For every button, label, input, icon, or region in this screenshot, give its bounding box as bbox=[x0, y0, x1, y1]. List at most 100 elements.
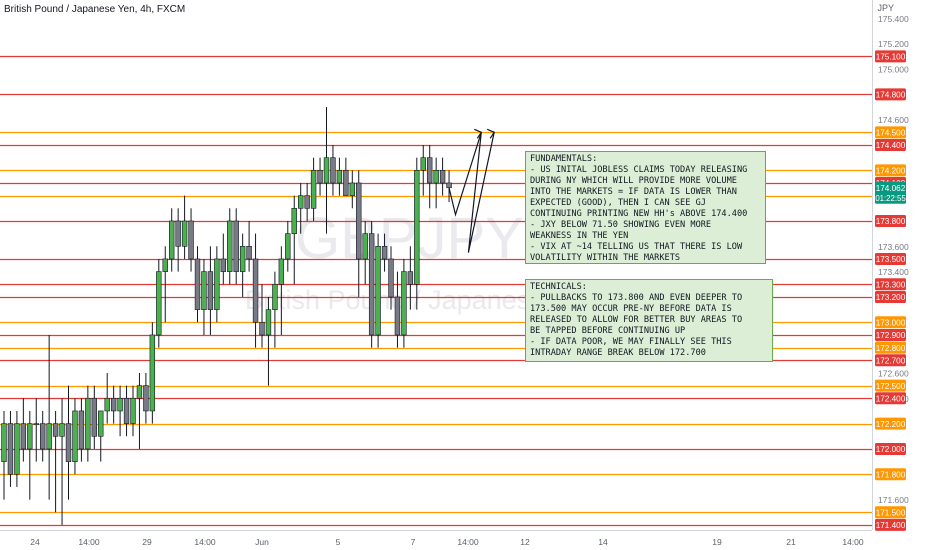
candle-body-14 bbox=[91, 397, 98, 437]
x-tick-label: Jun bbox=[255, 537, 269, 547]
fundamentals-line: - US INITAL JOBLESS CLAIMS TODAY RELEASI… bbox=[530, 165, 748, 175]
level-badge-label: 171.500 bbox=[876, 508, 906, 517]
fundamentals-line: WEAKNESS IN THE YEN bbox=[530, 231, 629, 241]
level-badge-0 bbox=[875, 50, 906, 63]
currency-label: JPY bbox=[877, 3, 894, 13]
fundamentals-line: DURING NY WHICH WILL PROVIDE MORE VOLUME bbox=[530, 176, 737, 186]
level-badge-label: 173.800 bbox=[876, 217, 906, 226]
level-badge-label: 173.000 bbox=[876, 318, 906, 327]
candle-body-23 bbox=[149, 334, 156, 412]
level-badge-label: 172.400 bbox=[876, 394, 906, 403]
candle-body-24 bbox=[156, 271, 162, 336]
y-tick-label: 174.600 bbox=[878, 115, 909, 125]
fundamentals-note[interactable]: FUNDAMENTALS: - US INITAL JOBLESS CLAIMS … bbox=[525, 151, 766, 264]
candle-body-47 bbox=[304, 195, 310, 209]
candle-body-32 bbox=[207, 271, 214, 310]
candle-body-45 bbox=[291, 208, 297, 234]
candle-body-19 bbox=[123, 397, 130, 424]
level-badge-18 bbox=[875, 442, 906, 455]
candle-body-26 bbox=[169, 220, 175, 260]
candle-body-51 bbox=[330, 157, 336, 184]
fundamentals-line: INTO THE MARKETS = IF DATA IS LOWER THAN bbox=[530, 187, 737, 197]
candle-body-12 bbox=[78, 410, 85, 450]
candle-body-67 bbox=[433, 170, 439, 184]
projection-path bbox=[448, 132, 495, 253]
fundamentals-line: EXPECTED (GOOD), THEN I CAN SEE GJ bbox=[530, 198, 706, 208]
level-badge-9 bbox=[875, 278, 906, 291]
candle-body-2 bbox=[14, 423, 20, 475]
candle-body-48 bbox=[310, 170, 317, 209]
x-tick-label: 14:00 bbox=[194, 537, 216, 547]
candle-body-9 bbox=[59, 423, 65, 437]
x-tick-label: 24 bbox=[30, 537, 40, 547]
candle-body-58 bbox=[375, 246, 381, 336]
candle-body-62 bbox=[401, 271, 407, 336]
level-badge-15 bbox=[875, 379, 906, 392]
level-badge-3 bbox=[875, 138, 906, 151]
candle-body-61 bbox=[394, 296, 401, 336]
level-badge-2 bbox=[875, 126, 906, 139]
fundamentals-line: CONTINUING PRINTING NEW HH's ABOVE 174.4… bbox=[530, 209, 748, 219]
candle-body-54 bbox=[349, 182, 355, 196]
candle-body-57 bbox=[368, 233, 375, 336]
candle-body-22 bbox=[143, 385, 149, 412]
y-tick-label: 175.400 bbox=[878, 14, 909, 24]
level-badge-20 bbox=[875, 506, 906, 519]
candle-body-28 bbox=[181, 220, 188, 247]
x-tick-label: 14:00 bbox=[457, 537, 479, 547]
candle-body-20 bbox=[130, 397, 136, 424]
technicals-line: RELEASED TO ALLOW FOR BETTER BUY AREAS T… bbox=[530, 315, 743, 325]
candle-body-38 bbox=[246, 246, 252, 260]
technicals-line: - IF DATA POOR, WE MAY FINALLY SEE THIS bbox=[530, 337, 732, 347]
level-badge-label: 174.500 bbox=[876, 129, 906, 138]
candle-body-18 bbox=[117, 397, 123, 412]
candle-body-3 bbox=[20, 423, 27, 450]
candle-body-49 bbox=[317, 170, 323, 184]
level-badge-19 bbox=[875, 468, 906, 481]
candle-body-42 bbox=[272, 283, 278, 310]
candle-body-39 bbox=[252, 258, 259, 323]
candle-body-56 bbox=[362, 233, 368, 260]
level-badge-8 bbox=[875, 252, 906, 265]
x-tick-label: 14:00 bbox=[78, 537, 100, 547]
fundamentals-line: FUNDAMENTALS: bbox=[530, 154, 598, 164]
level-badge-label: 172.700 bbox=[876, 356, 906, 365]
x-tick-label: 19 bbox=[712, 537, 722, 547]
candle-body-36 bbox=[233, 220, 239, 272]
candle-body-25 bbox=[162, 258, 168, 272]
fundamentals-line: VOLATILITY WITHIN THE MARKETS bbox=[530, 253, 681, 263]
technicals-note[interactable]: TECHNICALS: - PULLBACKS TO 173.800 AND EV… bbox=[525, 279, 773, 362]
candle-body-30 bbox=[194, 258, 201, 310]
technicals-line: 173.500 MAY OCCUR PRE-NY BEFORE DATA IS bbox=[530, 304, 732, 314]
fundamentals-line: - JXY BELOW 71.50 SHOWING EVEN MORE bbox=[530, 220, 712, 230]
candle-body-8 bbox=[52, 423, 59, 437]
level-badge-label: 172.200 bbox=[876, 420, 906, 429]
technicals-line: TECHNICALS: bbox=[530, 282, 587, 292]
x-tick-label: 5 bbox=[336, 537, 341, 547]
projection-arrowhead bbox=[486, 128, 496, 139]
level-badge-label: 171.400 bbox=[876, 521, 906, 530]
candle-body-37 bbox=[239, 246, 246, 272]
candle-body-29 bbox=[188, 220, 194, 260]
projection-arrowhead bbox=[474, 128, 483, 139]
candle-body-16 bbox=[104, 397, 110, 412]
candle-body-68 bbox=[439, 170, 446, 184]
x-tick-label: 29 bbox=[142, 537, 152, 547]
candle-body-5 bbox=[33, 423, 39, 425]
y-tick-label: 175.200 bbox=[878, 39, 909, 49]
candle-body-34 bbox=[220, 258, 226, 272]
candle-body-55 bbox=[356, 182, 362, 260]
candle-body-0 bbox=[1, 423, 7, 462]
level-badge-label: 172.500 bbox=[876, 382, 906, 391]
candle-body-66 bbox=[426, 157, 433, 184]
level-badge-label: 173.300 bbox=[876, 280, 906, 289]
technicals-line: BE TAPPED BEFORE CONTINUING UP bbox=[530, 326, 686, 336]
level-badge-label: 174.800 bbox=[876, 91, 906, 100]
level-badge-label: 172.900 bbox=[876, 331, 906, 340]
x-tick-label: 12 bbox=[520, 537, 530, 547]
candle-body-41 bbox=[265, 309, 272, 336]
candle-body-63 bbox=[407, 271, 414, 285]
candle-body-59 bbox=[381, 246, 388, 260]
